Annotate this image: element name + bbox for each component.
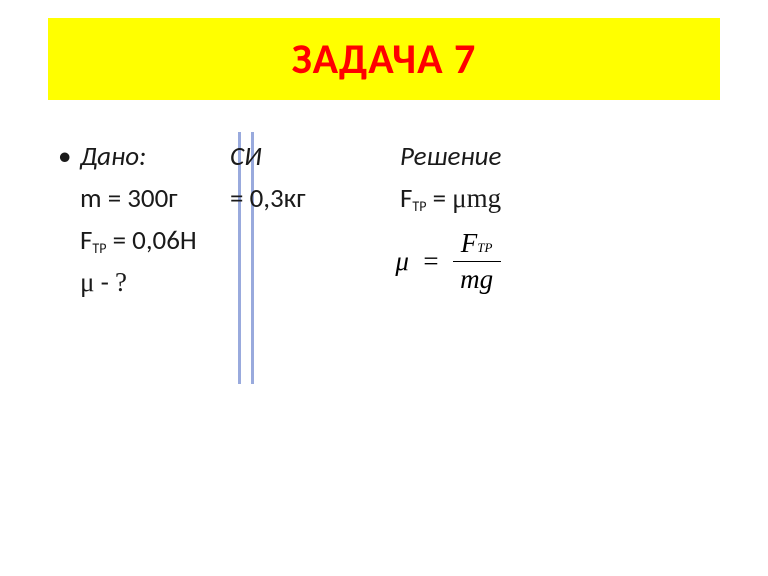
slide: ЗАДАЧА 7 • Дано: СИ Решение m = 300г = 0… (0, 0, 768, 576)
bullet-icon: • (58, 136, 80, 178)
solution-line-1: FТР = μmg (400, 178, 660, 220)
formula-fraction: FТР mg (453, 228, 501, 295)
header-row: • Дано: СИ Решение (58, 136, 718, 178)
solution-formula: μ = FТР mg (378, 228, 518, 295)
title-bar: ЗАДАЧА 7 (48, 18, 720, 100)
given-friction: FТР = 0,06Н (80, 220, 230, 262)
slide-title: ЗАДАЧА 7 (292, 34, 477, 85)
given-mass: m = 300г (80, 178, 230, 220)
formula-eq: = (422, 246, 440, 277)
formula-numerator: FТР (453, 228, 501, 262)
row-mass: m = 300г = 0,3кг FТР = μmg (58, 178, 718, 220)
formula-denominator: mg (454, 262, 499, 295)
given-find: μ - ? (80, 262, 230, 304)
si-mass: = 0,3кг (230, 178, 400, 220)
col-header-given: Дано: (80, 136, 230, 178)
formula-lhs: μ (395, 246, 409, 277)
col-header-si: СИ (230, 136, 400, 178)
col-header-solution: Решение (400, 136, 660, 178)
